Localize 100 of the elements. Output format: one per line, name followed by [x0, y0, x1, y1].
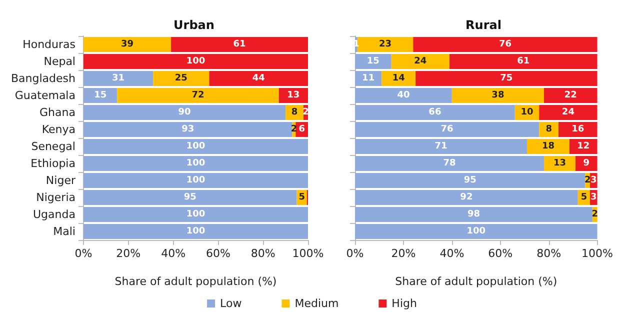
bar: [355, 190, 578, 205]
bar: [83, 105, 286, 120]
bar: [413, 37, 598, 52]
data-label: 8: [546, 124, 552, 134]
bar: [416, 71, 598, 86]
data-label: 93: [182, 124, 194, 134]
data-label: 100: [186, 210, 206, 220]
data-label: 12: [577, 142, 590, 152]
y-tick-label: Mali: [53, 225, 76, 238]
data-label: 61: [233, 40, 246, 50]
bar: [391, 54, 450, 69]
y-tick-label: Honduras: [22, 38, 76, 51]
data-label: 3: [590, 176, 597, 186]
data-label: 100: [186, 142, 206, 152]
bar: [117, 88, 279, 103]
data-label: 92: [460, 192, 473, 202]
bar: [171, 37, 308, 52]
data-label: 13: [287, 90, 300, 100]
x-tick-label: 0%: [346, 247, 364, 260]
data-label: 2: [592, 210, 598, 220]
data-label: 76: [498, 40, 512, 50]
y-tick-label: Kenya: [42, 123, 76, 136]
bar: [558, 122, 598, 137]
data-label: 8: [291, 108, 298, 118]
bar: [575, 156, 598, 171]
data-label: 15: [366, 56, 380, 66]
data-label: 76: [440, 124, 454, 134]
bar: [355, 173, 586, 188]
x-tick-label: 0%: [74, 247, 92, 260]
data-label: 78: [443, 158, 456, 168]
bar: [452, 88, 544, 103]
bar: [527, 139, 570, 154]
data-label: 100: [186, 158, 206, 168]
data-label: 5: [580, 192, 588, 202]
data-label: 9: [583, 158, 590, 168]
data-label: 39: [121, 40, 134, 50]
x-tick-label: 60%: [488, 247, 513, 260]
bar: [544, 88, 598, 103]
data-label: 5: [298, 192, 305, 202]
x-tick-label: 40%: [440, 247, 464, 260]
data-label: 95: [464, 176, 476, 186]
bar: [83, 207, 308, 222]
data-label: 22: [564, 90, 577, 100]
bar: [83, 71, 154, 86]
x-axis-title: Share of adult population (%): [114, 275, 277, 288]
bar: [83, 122, 292, 137]
bar: [355, 139, 528, 154]
bar: [449, 54, 598, 69]
bar: [83, 88, 118, 103]
chart-title: Rural: [466, 18, 502, 32]
data-label: 44: [252, 74, 265, 84]
data-label: 25: [174, 74, 188, 84]
y-tick-label: Niger: [46, 174, 76, 187]
x-tick-label: 100%: [292, 247, 324, 260]
bar: [569, 139, 598, 154]
legend-label: Medium: [294, 297, 339, 310]
data-label: 95: [184, 192, 196, 202]
bar: [83, 54, 308, 69]
bar: [382, 71, 416, 86]
x-tick-label: 20%: [116, 247, 141, 260]
data-label: 14: [392, 74, 405, 84]
legend-label: High: [392, 297, 417, 310]
bar: [83, 156, 308, 171]
chart-title: Urban: [174, 18, 214, 32]
data-label: 100: [186, 226, 206, 236]
data-label: 13: [553, 158, 566, 168]
data-label: 15: [94, 90, 107, 100]
data-label: 71: [434, 142, 448, 152]
y-tick-label: Guatemala: [14, 89, 76, 102]
data-label: 61: [517, 56, 530, 66]
data-label: 75: [500, 74, 513, 84]
bar: [153, 71, 210, 86]
data-label: 100: [466, 226, 486, 236]
x-tick-label: 100%: [582, 247, 614, 260]
bar: [83, 190, 297, 205]
y-tick-label: Ethiopia: [30, 157, 76, 170]
bar: [83, 173, 308, 188]
data-label: 72: [192, 90, 204, 100]
bar: [209, 71, 308, 86]
bar: [355, 156, 544, 171]
y-tick-label: Nigeria: [36, 191, 76, 204]
data-label: 16: [572, 124, 584, 134]
x-axis-title: Share of adult population (%): [395, 275, 558, 288]
data-label: 23: [379, 40, 392, 50]
bar: [544, 156, 576, 171]
data-label: 10: [520, 108, 534, 118]
y-tick-label: Uganda: [33, 208, 76, 221]
legend-label: Low: [220, 297, 242, 310]
x-tick-label: 40%: [161, 247, 186, 260]
y-tick-label: Nepal: [44, 55, 76, 68]
data-label: 24: [562, 108, 574, 118]
data-label: 11: [362, 74, 375, 84]
bar: [355, 105, 515, 120]
y-tick-label: Senegal: [31, 140, 76, 153]
x-tick-label: 20%: [391, 247, 416, 260]
data-label: 100: [186, 56, 206, 66]
bar: [83, 139, 308, 154]
bar: [357, 37, 414, 52]
data-label: 2: [584, 176, 591, 186]
y-tick-label: Bangladesh: [10, 72, 76, 85]
